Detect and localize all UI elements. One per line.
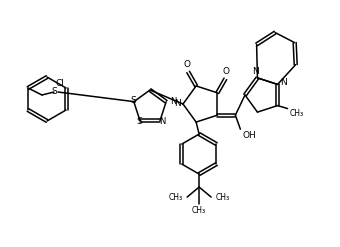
Text: N: N [170,97,176,106]
Text: OH: OH [242,131,256,140]
Text: N: N [159,117,165,126]
Text: CH₃: CH₃ [192,206,206,215]
Text: S: S [136,117,142,126]
Text: CH₃: CH₃ [290,109,304,118]
Text: S: S [51,87,57,97]
Text: O: O [184,61,191,69]
Text: O: O [223,67,230,76]
Text: S: S [130,96,136,105]
Text: N: N [174,100,181,108]
Text: N: N [280,78,287,87]
Text: CH₃: CH₃ [215,193,229,202]
Text: CH₃: CH₃ [169,193,183,202]
Text: Cl: Cl [55,79,64,87]
Text: N: N [252,67,259,76]
